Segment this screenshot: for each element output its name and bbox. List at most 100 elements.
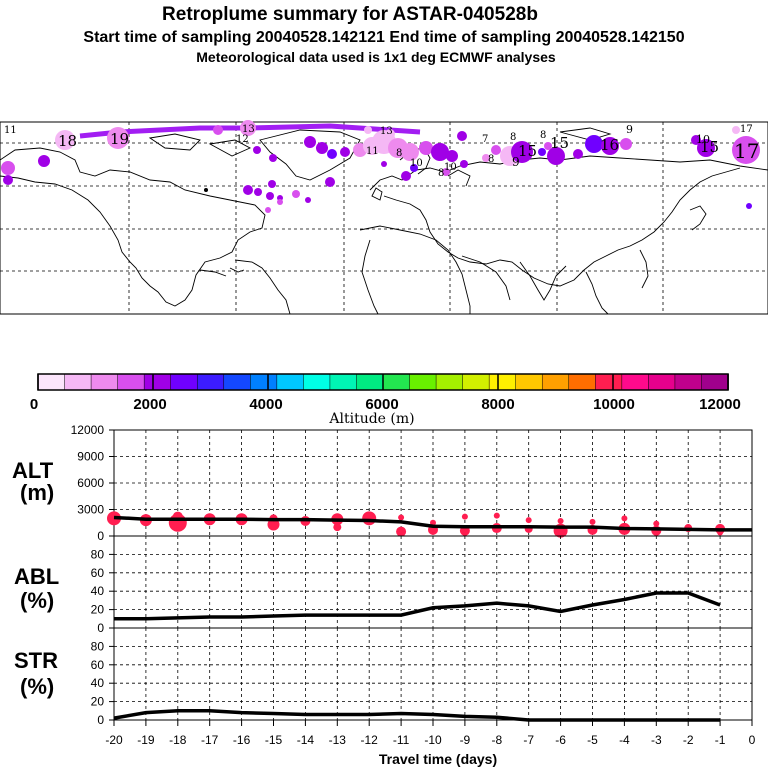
alt-cluster-dot xyxy=(621,515,628,522)
colorbar-tick-labels: 0 2000 4000 6000 8000 10000 12000 xyxy=(30,396,741,413)
x-tick-label: -6 xyxy=(555,733,566,747)
colorbar-swatch xyxy=(37,373,66,391)
plume-cluster-dot xyxy=(620,138,632,150)
abl-unit: (%) xyxy=(20,588,54,613)
x-tick-label: -8 xyxy=(491,733,502,747)
x-tick-label: -16 xyxy=(233,733,251,747)
alt-cluster-dot xyxy=(557,517,564,524)
plume-cluster-dot xyxy=(460,160,468,168)
plume-cluster-dot xyxy=(601,137,619,155)
plume-cluster-label: 11 xyxy=(366,146,379,157)
plume-cluster-dot xyxy=(547,147,565,165)
plume-cluster-dot xyxy=(266,192,274,200)
x-tick-label: -15 xyxy=(265,733,283,747)
plume-cluster-label: 8 xyxy=(540,130,546,141)
plume-cluster-dot xyxy=(446,150,458,162)
plume-cluster-dot xyxy=(401,143,419,161)
colorbar-tick-label: 4000 xyxy=(249,396,282,413)
str-panel: STR (%) 0 20 40 60 80 xyxy=(14,627,753,727)
plume-cluster-dot xyxy=(292,190,300,198)
colorbar-swatch xyxy=(621,373,650,391)
abl-y-ticks: 0 20 40 60 80 xyxy=(91,547,114,635)
colorbar-swatch xyxy=(382,373,411,391)
x-tick-label: 0 xyxy=(749,733,756,747)
plume-cluster-dot xyxy=(269,154,277,162)
plume-cluster-dot xyxy=(585,135,603,153)
colorbar-swatch xyxy=(435,373,464,391)
abl-y-tick-label: 40 xyxy=(91,584,105,598)
colorbar-tick-label: 6000 xyxy=(365,396,398,413)
colorbar-swatch xyxy=(515,373,543,391)
plume-cluster-dot xyxy=(1,161,15,175)
x-tick-label: -9 xyxy=(460,733,471,747)
plume-cluster-dot xyxy=(691,135,701,145)
alt-cluster-dot xyxy=(168,513,187,532)
alt-unit: (m) xyxy=(20,480,54,505)
alt-cluster-dot xyxy=(362,511,377,526)
plume-cluster-dot xyxy=(431,143,449,161)
plume-cluster-dot xyxy=(107,127,129,149)
alt-cluster-dot xyxy=(267,518,280,531)
colorbar-tick-label: 0 xyxy=(30,396,38,413)
plume-cluster-dot xyxy=(268,180,276,188)
str-unit: (%) xyxy=(20,674,54,699)
alt-label: ALT xyxy=(12,458,54,483)
x-tick-label: -17 xyxy=(201,733,219,747)
colorbar-swatch xyxy=(117,373,145,391)
plume-cluster-label: 9 xyxy=(626,123,633,136)
plume-cluster-dot xyxy=(204,188,208,192)
colorbar-swatch xyxy=(250,373,278,391)
x-tick-label: -13 xyxy=(329,733,347,747)
plume-cluster-label: 9 xyxy=(512,155,520,169)
plume-cluster-label: 8 xyxy=(396,148,402,159)
colorbar-swatches xyxy=(37,373,729,391)
colorbar-swatch xyxy=(409,373,437,391)
colorbar-tick-label: 12000 xyxy=(699,396,741,413)
colorbar-axis-label: Altitude (m) xyxy=(328,411,414,427)
colorbar-swatch xyxy=(143,373,172,391)
alt-cluster-dot xyxy=(493,512,500,519)
alt-cluster-dot xyxy=(461,513,468,520)
x-axis-label: Travel time (days) xyxy=(379,751,497,767)
altitude-colorbar: 0 2000 4000 6000 8000 10000 12000 Altitude (m) xyxy=(30,373,741,427)
alt-cluster-dot xyxy=(333,523,342,532)
plume-cluster-label: 15 xyxy=(700,138,719,156)
plume-cluster-label: 8 xyxy=(438,168,444,179)
plume-cluster-dot xyxy=(364,126,372,134)
plume-cluster-label: 13 xyxy=(242,124,255,135)
x-tick-label: -12 xyxy=(361,733,379,747)
abl-panel: ABL (%) 0 20 40 60 80 xyxy=(14,535,753,635)
x-tick-label: -18 xyxy=(169,733,187,747)
plume-cluster-dot xyxy=(544,142,552,150)
str-y-ticks: 0 20 40 60 80 xyxy=(91,639,114,727)
plume-cluster-dot xyxy=(573,149,583,159)
plume-cluster-dot xyxy=(381,161,387,167)
plume-cluster-label: 15 xyxy=(550,134,569,152)
plume-cluster-label: 8 xyxy=(510,132,516,143)
colorbar-swatch xyxy=(170,373,198,391)
plume-cluster-dot xyxy=(746,203,752,209)
str-y-tick-label: 0 xyxy=(97,713,104,727)
abl-grid xyxy=(114,536,752,628)
plume-cluster-dot xyxy=(538,148,546,156)
plume-cluster-dot xyxy=(491,145,501,155)
plume-cluster-dot xyxy=(3,175,13,185)
x-tick-label: -10 xyxy=(424,733,442,747)
plume-cluster-label: 11 xyxy=(4,125,17,136)
plume-cluster-dot xyxy=(327,149,337,159)
plume-cluster-dot xyxy=(243,185,253,195)
plume-cluster-dot xyxy=(401,171,411,181)
alt-cluster-dot xyxy=(589,518,596,525)
colorbar-swatch xyxy=(356,373,384,391)
alt-mean-line xyxy=(113,515,752,532)
alt-y-tick-label: 9000 xyxy=(77,450,104,464)
plume-cluster-dot xyxy=(277,199,283,205)
plume-cluster-dot xyxy=(240,120,256,136)
x-tick-label: -2 xyxy=(683,733,694,747)
x-tick-label: -14 xyxy=(297,733,315,747)
str-y-tick-label: 40 xyxy=(91,676,105,690)
sampling-times: Start time of sampling 20040528.142121 E… xyxy=(83,29,684,46)
plume-cluster-label: 10 xyxy=(444,162,457,173)
alt-cluster-dot xyxy=(396,526,407,537)
colorbar-swatch xyxy=(462,373,490,391)
